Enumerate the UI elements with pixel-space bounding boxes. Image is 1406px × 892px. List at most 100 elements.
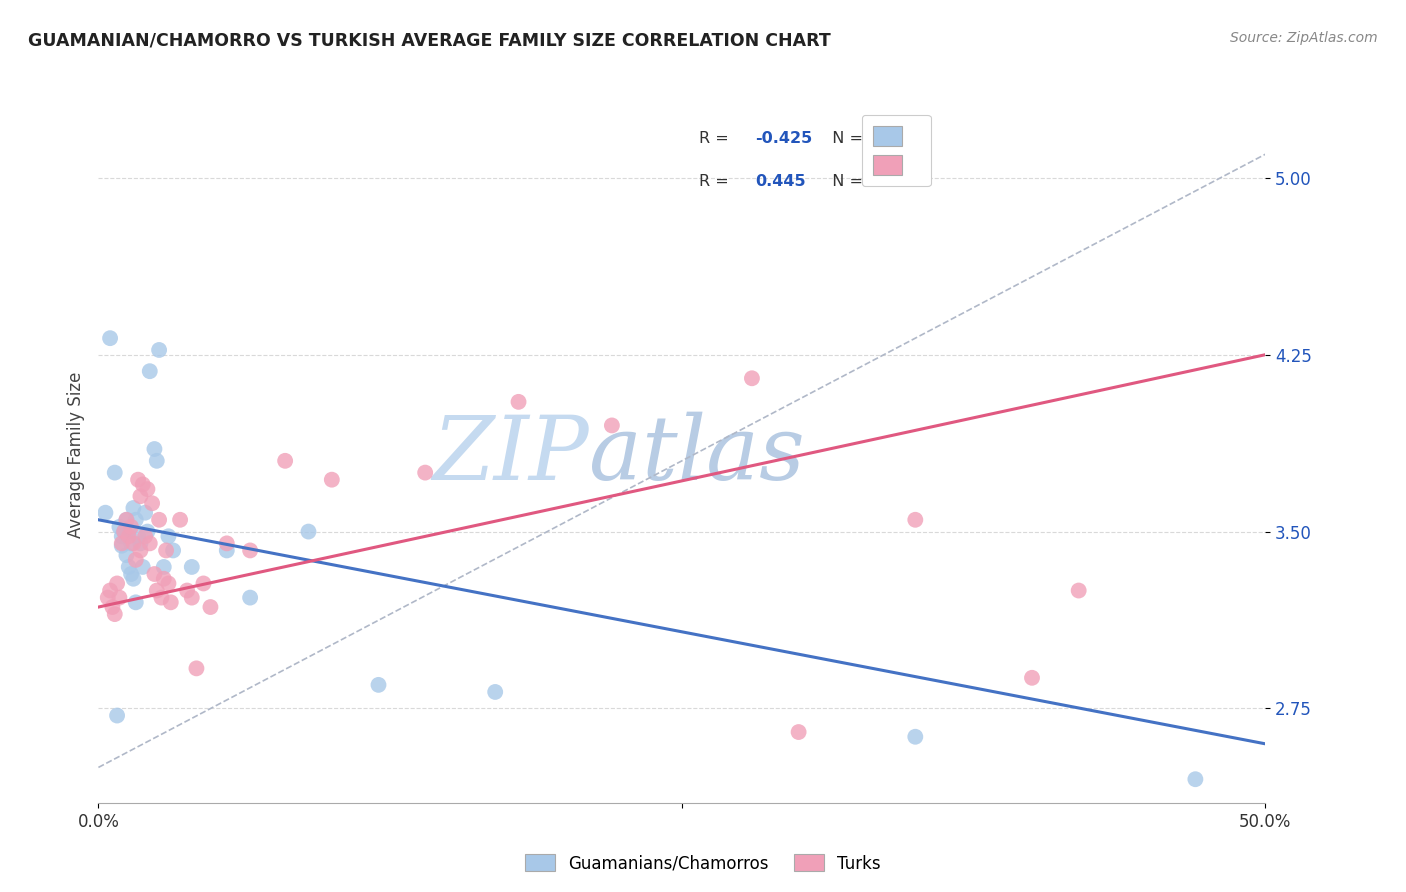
Point (148, 343, 170, 357)
Text: atlas: atlas (589, 411, 804, 499)
Point (94, 506, 117, 520)
Point (125, 595, 148, 609)
Point (143, 567, 166, 582)
Point (120, 567, 142, 582)
Text: 47: 47 (869, 174, 891, 189)
Point (157, 529, 180, 543)
Point (118, 524, 141, 539)
Point (129, 543, 152, 558)
Point (169, 513, 191, 527)
Text: N =: N = (823, 131, 868, 146)
Point (239, 543, 262, 558)
Point (115, 513, 138, 527)
Point (600, 418, 623, 433)
Point (115, 513, 138, 527)
Point (120, 536, 142, 550)
Point (904, 513, 927, 527)
Point (127, 473, 149, 487)
Point (127, 529, 149, 543)
Point (122, 500, 145, 515)
Point (215, 536, 238, 550)
Legend: Guamanians/Chamorros, Turks: Guamanians/Chamorros, Turks (519, 847, 887, 880)
Point (98, 583, 121, 598)
Text: 0.445: 0.445 (755, 174, 806, 189)
Point (118, 529, 141, 543)
Point (1021, 671, 1043, 685)
Point (162, 543, 184, 558)
Point (215, 543, 238, 558)
Point (148, 513, 170, 527)
Point (146, 583, 169, 598)
Point (274, 454, 297, 468)
Point (904, 730, 927, 744)
Text: R =: R = (699, 131, 734, 146)
Point (111, 529, 134, 543)
Point (136, 482, 159, 496)
Point (115, 548, 138, 562)
Text: N =: N = (823, 174, 868, 189)
Text: -0.425: -0.425 (755, 131, 813, 146)
Point (787, 725, 810, 739)
Point (129, 536, 152, 550)
Point (111, 539, 134, 553)
Text: R =: R = (699, 174, 740, 189)
Point (139, 536, 162, 550)
Point (159, 595, 181, 609)
Point (125, 553, 148, 567)
Point (122, 536, 145, 550)
Y-axis label: Average Family Size: Average Family Size (66, 372, 84, 538)
Point (105, 576, 128, 591)
Text: Source: ZipAtlas.com: Source: ZipAtlas.com (1230, 31, 1378, 45)
Point (112, 524, 135, 539)
Point (112, 524, 135, 539)
Point (176, 583, 198, 598)
Point (180, 560, 202, 574)
Point (98, 331, 121, 345)
Point (484, 685, 506, 699)
Point (180, 591, 202, 605)
Point (146, 454, 169, 468)
Point (105, 708, 128, 723)
Point (108, 520, 131, 534)
Point (186, 661, 208, 675)
Point (132, 477, 155, 491)
Point (297, 524, 319, 539)
Point (120, 520, 142, 534)
Point (413, 466, 436, 480)
Point (104, 466, 127, 480)
Point (141, 496, 163, 510)
Point (155, 543, 177, 558)
Legend:  ,  : , (862, 115, 931, 186)
Point (132, 560, 155, 574)
Point (118, 560, 141, 574)
Point (134, 529, 156, 543)
Point (150, 591, 173, 605)
Point (1184, 772, 1206, 787)
Point (108, 591, 131, 605)
Point (104, 607, 127, 621)
Point (152, 560, 174, 574)
Point (193, 576, 215, 591)
Point (134, 506, 156, 520)
Text: GUAMANIAN/CHAMORRO VS TURKISH AVERAGE FAMILY SIZE CORRELATION CHART: GUAMANIAN/CHAMORRO VS TURKISH AVERAGE FA… (28, 31, 831, 49)
Point (139, 364, 162, 378)
Point (239, 591, 262, 605)
Point (111, 536, 134, 550)
Point (367, 678, 389, 692)
Point (321, 473, 343, 487)
Point (101, 600, 124, 615)
Point (97, 591, 120, 605)
Point (152, 572, 174, 586)
Point (741, 371, 763, 385)
Text: ZIP: ZIP (432, 411, 589, 499)
Point (125, 513, 148, 527)
Point (129, 489, 152, 503)
Point (200, 600, 222, 615)
Point (122, 572, 145, 586)
Text: 38: 38 (869, 131, 891, 146)
Point (157, 576, 180, 591)
Point (1067, 583, 1090, 598)
Point (143, 442, 166, 456)
Point (508, 395, 530, 409)
Point (136, 524, 159, 539)
